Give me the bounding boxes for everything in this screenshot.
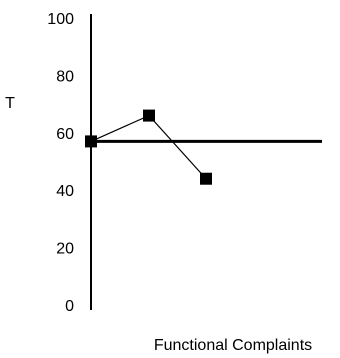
data-point-marker <box>85 135 97 148</box>
y-axis-label: T <box>5 95 15 112</box>
data-points <box>85 109 212 185</box>
y-tick-label: 0 <box>65 298 74 315</box>
x-axis-label: Functional Complaints <box>154 337 312 354</box>
y-tick-labels: 0 20 40 60 80 100 <box>47 11 74 315</box>
data-point-marker <box>200 172 212 185</box>
data-point-marker <box>143 109 155 122</box>
y-tick-label: 100 <box>47 11 74 28</box>
y-tick-label: 60 <box>56 126 74 143</box>
y-tick-label: 80 <box>56 68 74 85</box>
y-tick-label: 40 <box>56 183 74 200</box>
y-tick-label: 20 <box>56 241 74 258</box>
series-line <box>90 114 207 180</box>
